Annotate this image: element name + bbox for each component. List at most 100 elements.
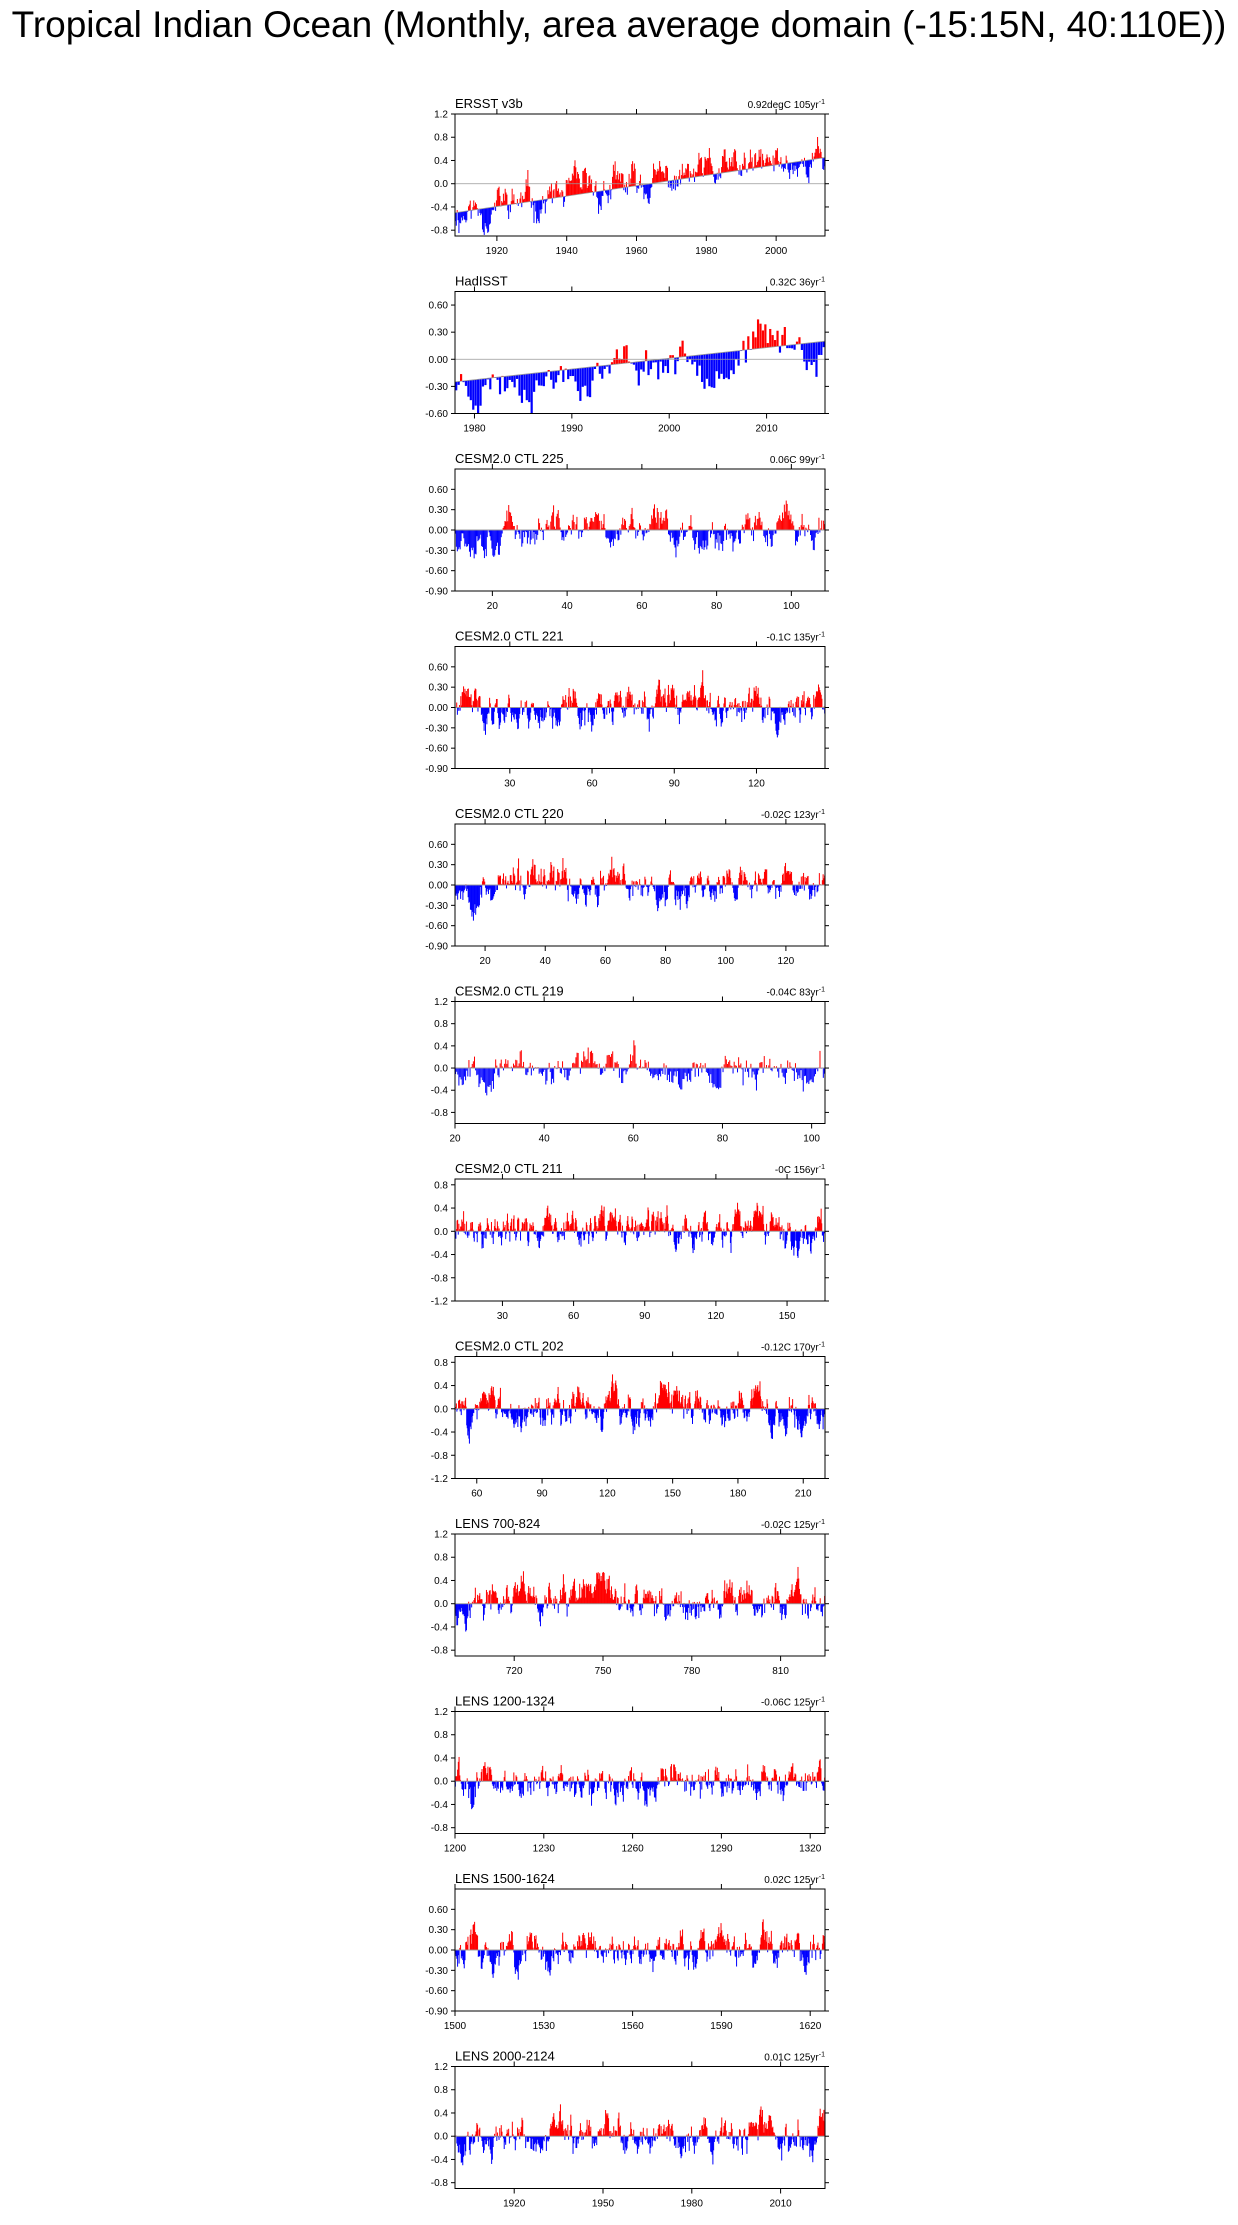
- anomaly-bar: [614, 1781, 616, 1804]
- anomaly-bar: [643, 184, 645, 200]
- anomaly-bar: [809, 1231, 811, 1252]
- anomaly-bar: [601, 190, 603, 196]
- anomaly-bar: [772, 1408, 774, 1421]
- anomaly-bar: [693, 1231, 695, 1251]
- anomaly-bar: [693, 685, 695, 708]
- anomaly-bar: [538, 518, 540, 530]
- anomaly-bar: [724, 697, 726, 708]
- anomaly-bar: [733, 1600, 735, 1604]
- anomaly-bar: [781, 1408, 783, 1417]
- anomaly-bar: [745, 1231, 747, 1234]
- anomaly-bar: [669, 180, 671, 188]
- anomaly-bar: [547, 369, 550, 372]
- anomaly-bar: [656, 693, 658, 708]
- anomaly-bar: [731, 1405, 733, 1409]
- anomaly-bar: [470, 694, 472, 708]
- anomaly-bar: [813, 1779, 815, 1782]
- anomaly-bar: [674, 1231, 676, 1249]
- anomaly-bar: [705, 354, 709, 379]
- anomaly-bar: [488, 1594, 490, 1604]
- anomaly-bar: [619, 1408, 621, 1417]
- anomaly-bar: [677, 1231, 679, 1244]
- anomaly-bar: [641, 1407, 643, 1409]
- anomaly-bar: [496, 530, 498, 547]
- anomaly-bar: [773, 1066, 775, 1069]
- anomaly-bar: [566, 1781, 568, 1788]
- anomaly-bar: [483, 1391, 485, 1409]
- anomaly-bar: [802, 1599, 804, 1604]
- anomaly-bar: [548, 1582, 550, 1604]
- anomaly-bar: [598, 1218, 600, 1232]
- anomaly-bar: [701, 1781, 703, 1790]
- x-tick-label: 80: [660, 956, 672, 967]
- anomaly-bar: [597, 1408, 599, 1414]
- anomaly-bar: [505, 1231, 507, 1240]
- anomaly-bar: [599, 1573, 601, 1604]
- anomaly-bar: [820, 528, 822, 530]
- anomaly-bar: [749, 1225, 751, 1232]
- anomaly-bar: [564, 368, 567, 370]
- anomaly-bar: [522, 1222, 524, 1232]
- anomaly-bar: [774, 1224, 776, 1232]
- anomaly-bar: [692, 1781, 694, 1787]
- anomaly-bar: [761, 705, 763, 708]
- anomaly-bar: [673, 1764, 675, 1782]
- anomaly-bar: [631, 880, 633, 885]
- anomaly-bar: [741, 701, 743, 708]
- anomaly-bar: [644, 876, 646, 885]
- anomaly-bar: [805, 1408, 807, 1422]
- anomaly-bar: [776, 1224, 778, 1232]
- anomaly-bar: [761, 330, 765, 349]
- anomaly-bar: [718, 1222, 720, 1232]
- anomaly-bar: [671, 1408, 673, 1414]
- anomaly-bar: [669, 1403, 671, 1409]
- anomaly-bar: [790, 1231, 792, 1250]
- anomaly-bar: [697, 875, 699, 885]
- anomaly-bar: [613, 1392, 615, 1409]
- anomaly-bar: [727, 707, 729, 711]
- anomaly-bar: [804, 1603, 806, 1614]
- anomaly-bar: [596, 1064, 598, 1069]
- anomaly-bar: [743, 530, 745, 534]
- anomaly-bar: [669, 703, 671, 708]
- anomaly-bar: [613, 1781, 615, 1796]
- x-tick-label: 60: [628, 1134, 640, 1145]
- anomaly-bar: [773, 1408, 775, 1424]
- y-tick-label: -0.4: [431, 1428, 449, 1439]
- anomaly-bar: [471, 1408, 473, 1423]
- anomaly-bar: [721, 530, 723, 545]
- anomaly-bar: [639, 1603, 641, 1611]
- anomaly-bar: [669, 700, 671, 708]
- anomaly-bar: [620, 697, 622, 708]
- anomaly-bar: [618, 1221, 620, 1232]
- anomaly-bar: [561, 871, 563, 885]
- anomaly-bar: [780, 1063, 782, 1069]
- anomaly-bar: [813, 1068, 815, 1077]
- anomaly-bar: [502, 1596, 504, 1604]
- anomaly-bar: [536, 1781, 538, 1785]
- anomaly-bar: [704, 695, 706, 708]
- anomaly-bar: [796, 530, 798, 542]
- anomaly-bar: [768, 162, 770, 166]
- anomaly-bar: [740, 1063, 742, 1069]
- anomaly-bar: [668, 1781, 670, 1785]
- anomaly-bar: [626, 1408, 628, 1416]
- anomaly-bar: [479, 1401, 481, 1409]
- anomaly-bar: [699, 1231, 701, 1238]
- anomaly-bar: [562, 696, 564, 708]
- anomaly-bar: [478, 885, 480, 906]
- anomaly-bar: [654, 169, 656, 183]
- anomaly-bar: [579, 1781, 581, 1788]
- anomaly-bar: [621, 879, 623, 885]
- anomaly-bar: [665, 1775, 667, 1782]
- anomaly-bar: [739, 530, 741, 544]
- anomaly-bar: [636, 1781, 638, 1790]
- anomaly-bars: [454, 1566, 826, 1632]
- anomaly-bar: [653, 1068, 655, 1078]
- anomaly-bar: [807, 698, 809, 708]
- anomaly-bar: [658, 1230, 660, 1232]
- anomaly-bar: [498, 1068, 500, 1078]
- anomaly-bar: [511, 1603, 513, 1606]
- anomaly-bar: [572, 1395, 574, 1409]
- anomaly-bar: [528, 1781, 530, 1784]
